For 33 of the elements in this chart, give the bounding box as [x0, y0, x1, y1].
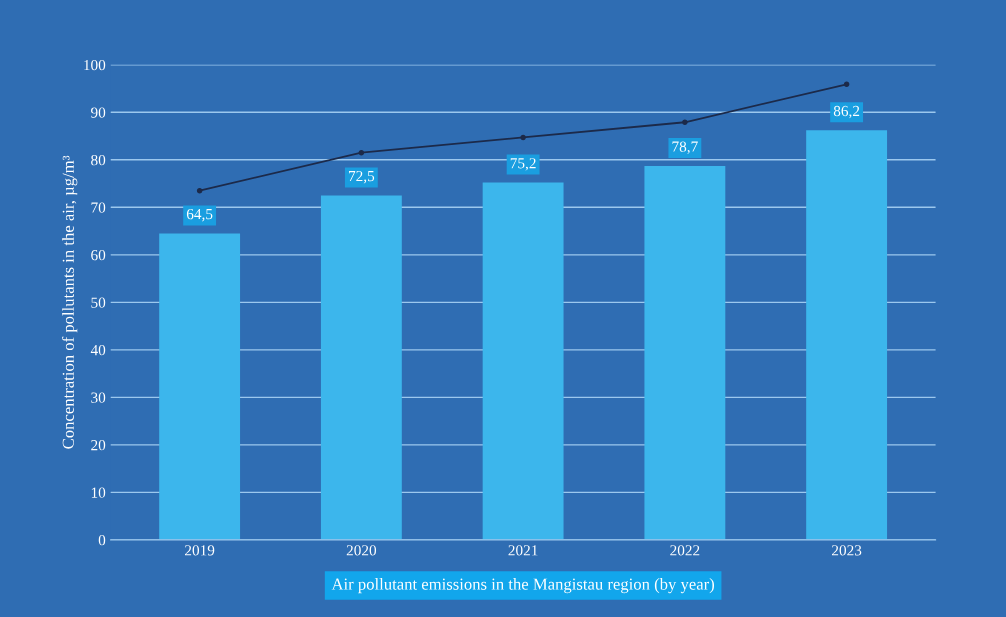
x-tick-label: 2020: [346, 545, 377, 556]
point: [682, 119, 688, 126]
y-tick-label: 10: [91, 487, 106, 498]
x-tick-label: 2023: [832, 545, 862, 556]
y-axis-title: Concentration of pollutants in the air, µg/m³: [62, 155, 78, 449]
x-tick-label: 2019: [185, 545, 215, 556]
point: [196, 187, 203, 194]
data-label: 78,7: [672, 141, 698, 154]
data-label: 86,2: [833, 105, 860, 119]
y-tick-label: 100: [84, 59, 106, 71]
x-axis-title: Air pollutant emissions in the Mangistau region (by year): [331, 578, 715, 594]
x-tick-label: 2022: [670, 545, 700, 556]
bar: [159, 233, 241, 540]
point: [843, 81, 850, 88]
y-tick-label: 0: [98, 535, 106, 546]
y-tick-label: 20: [91, 440, 106, 451]
y-tick-label: 40: [90, 344, 106, 356]
point: [358, 149, 365, 156]
y-tick-label: 90: [91, 107, 106, 118]
data-label: 72,5: [349, 170, 375, 184]
y-tick-label: 50: [91, 297, 106, 308]
x-tick-label: 2021: [508, 545, 538, 556]
bar: [644, 165, 726, 540]
data-label: 75,2: [510, 158, 536, 171]
bar: [806, 130, 888, 540]
point: [520, 134, 526, 141]
y-tick-label: 60: [91, 249, 106, 261]
y-tick-label: 30: [91, 392, 106, 403]
bar: [482, 182, 564, 540]
data-label: 64,5: [186, 208, 213, 222]
bar: [320, 195, 402, 540]
y-tick-label: 70: [91, 202, 106, 213]
y-tick-label: 80: [91, 154, 106, 166]
